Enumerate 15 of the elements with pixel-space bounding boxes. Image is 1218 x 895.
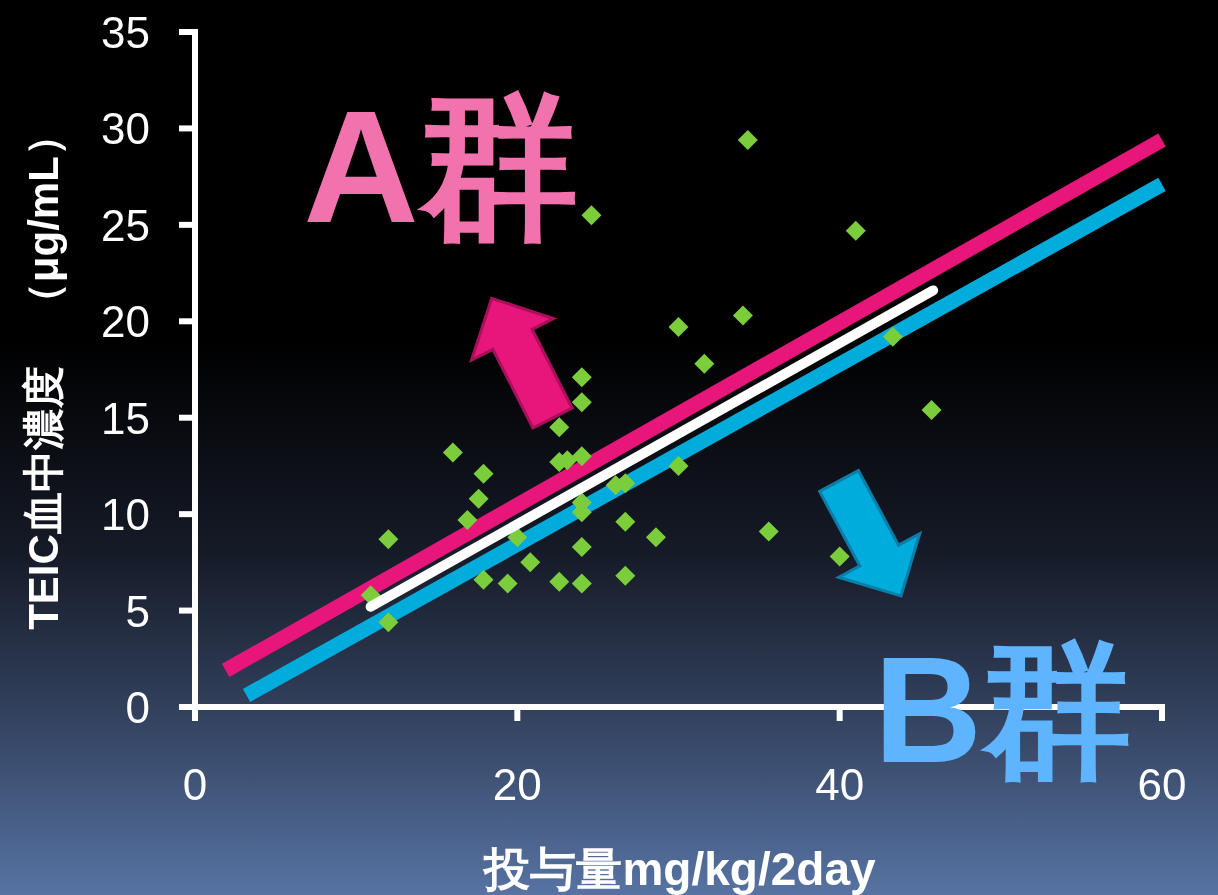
y-tick-label: 15 — [101, 393, 150, 443]
x-tick-label: 60 — [1137, 760, 1187, 809]
x-tick-label: 40 — [815, 760, 865, 809]
x-tick-label: 20 — [492, 760, 542, 809]
annotation: A群 — [303, 77, 579, 256]
y-tick-label: 35 — [101, 8, 150, 57]
y-axis-title: TEIC血中濃度 （μg/mL） — [20, 114, 67, 630]
x-axis-title: 投与量mg/kg/2day — [482, 843, 876, 895]
y-tick-label: 0 — [125, 683, 150, 732]
y-tick-label: 10 — [101, 490, 150, 540]
y-tick-label: 20 — [101, 297, 150, 347]
y-tick-label: 25 — [101, 200, 150, 250]
x-tick-label: 0 — [182, 760, 208, 809]
y-tick-label: 30 — [101, 104, 150, 154]
y-tick-label: 5 — [125, 586, 150, 636]
